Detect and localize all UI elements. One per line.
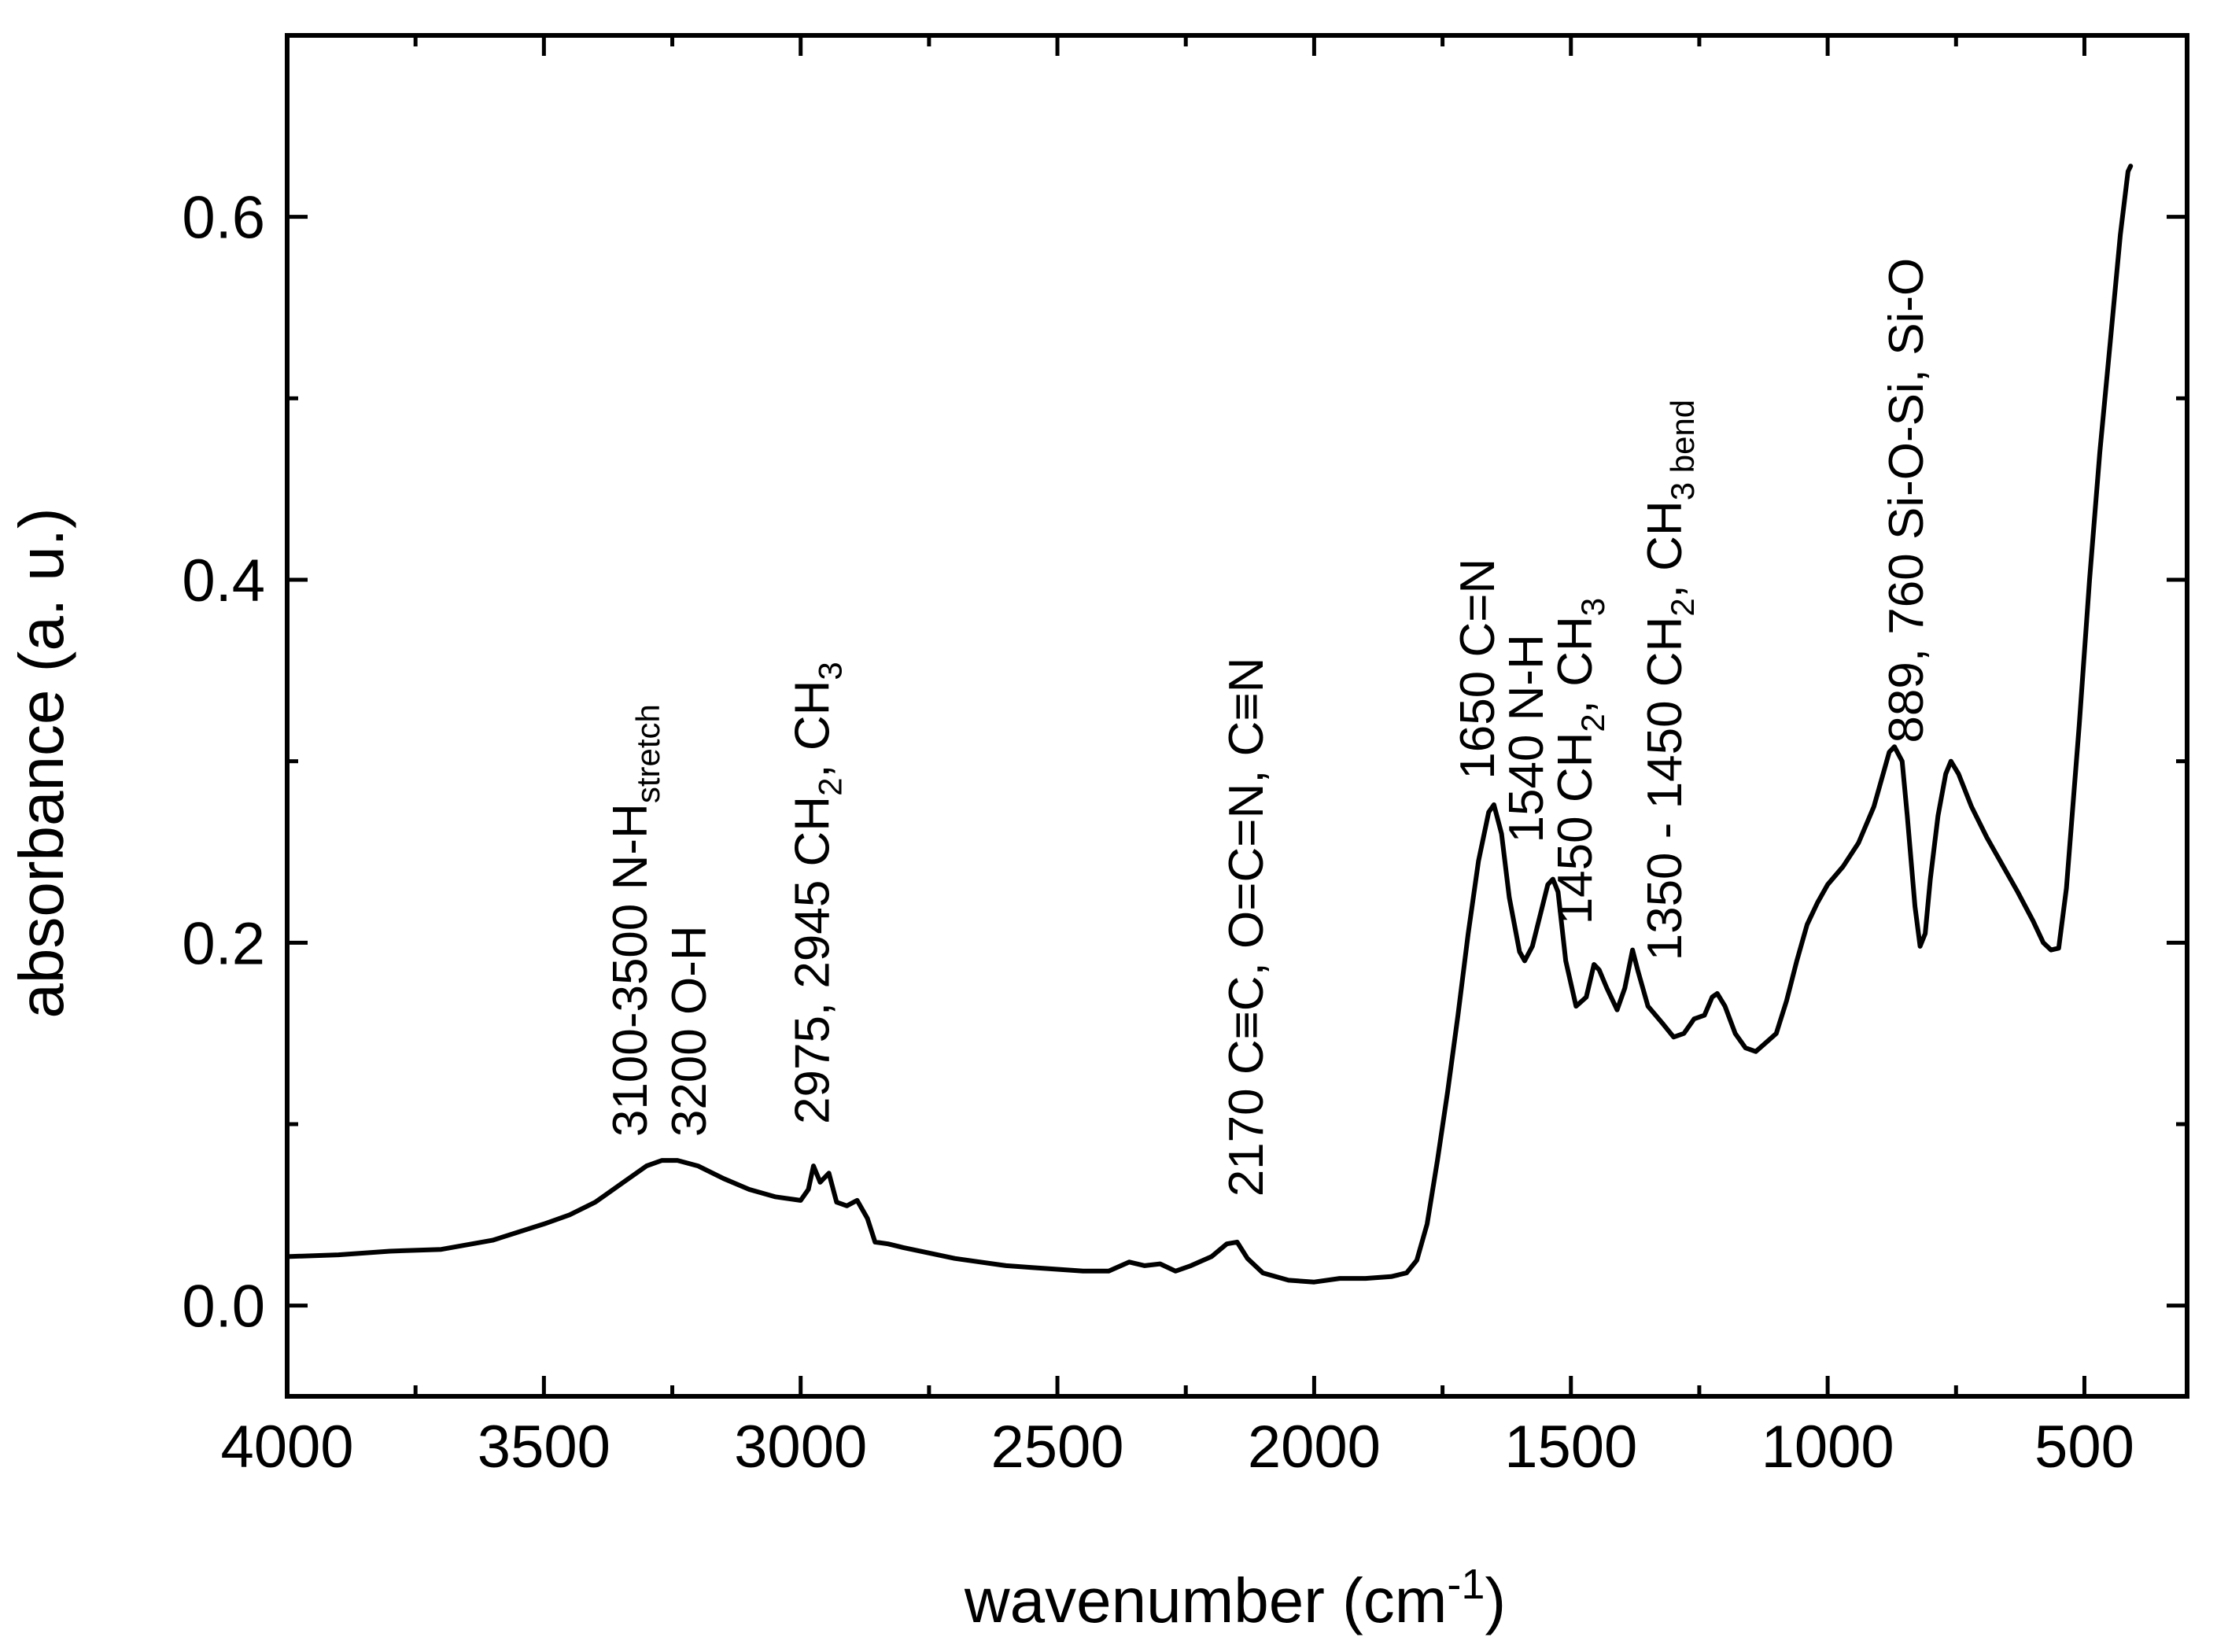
absorbance-spectrum-line bbox=[285, 164, 2134, 1285]
annotation-subscript: 2 bbox=[1574, 714, 1611, 732]
peak-annotation-a1: 3100-3500 N-Hstretch bbox=[603, 704, 666, 1137]
x-tick-label: 2500 bbox=[991, 1414, 1124, 1481]
annotation-text-continued: , CH bbox=[786, 680, 840, 778]
peak-annotation-a3: 2975, 2945 CH2, CH3 bbox=[786, 662, 849, 1124]
peak-annotation-a6: 1540 N-H bbox=[1500, 634, 1554, 843]
axis-ticks bbox=[285, 35, 2187, 1396]
annotation-text: 1450 CH bbox=[1548, 732, 1603, 925]
annotation-text: 2170 C≡C, O=C=N, C≡N bbox=[1219, 658, 1274, 1197]
x-axis-title-main: wavenumber (cm bbox=[964, 1565, 1448, 1635]
plot-area-border bbox=[285, 33, 2189, 1399]
annotation-subscript: 3 bbox=[812, 662, 849, 680]
peak-annotation-a8: 1350 - 1450 CH2, CH3 bend bbox=[1638, 400, 1701, 961]
annotation-text: 2975, 2945 CH bbox=[786, 796, 840, 1124]
annotation-text: 1540 N-H bbox=[1500, 634, 1554, 843]
annotation-subscript: 2 bbox=[812, 778, 849, 796]
y-tick-label: 0.6 bbox=[182, 185, 265, 252]
annotation-text: 889, 760 Si-O-Si, Si-O bbox=[1879, 258, 1934, 743]
x-tick-label: 2000 bbox=[1248, 1414, 1381, 1481]
annotation-subscript: 3 bbox=[1574, 598, 1611, 616]
x-tick-label: 500 bbox=[2034, 1414, 2134, 1481]
plot-frame bbox=[285, 33, 2189, 1399]
annotation-text: 3200 O-H bbox=[662, 925, 717, 1137]
x-tick-label: 3000 bbox=[734, 1414, 867, 1481]
peak-annotation-a9: 889, 760 Si-O-Si, Si-O bbox=[1879, 258, 1934, 743]
annotation-text-continued: , CH bbox=[1638, 500, 1692, 598]
y-tick-label: 0.0 bbox=[182, 1274, 265, 1340]
annotation-subscript: stretch bbox=[629, 704, 666, 803]
x-tick-label: 4000 bbox=[220, 1414, 353, 1481]
annotation-subscript: 2 bbox=[1664, 598, 1701, 616]
annotation-text: 1350 - 1450 CH bbox=[1638, 617, 1692, 961]
x-axis-title-suffix: ) bbox=[1485, 1565, 1506, 1635]
y-axis-title: absorbance (a. u.) bbox=[6, 507, 76, 1018]
x-axis-title-superscript: -1 bbox=[1447, 1561, 1485, 1608]
x-axis-title: wavenumber (cm-1) bbox=[964, 1561, 1506, 1635]
x-tick-label: 1500 bbox=[1504, 1414, 1637, 1481]
annotation-text: 1650 C=N bbox=[1451, 559, 1505, 780]
axis-tick-labels: 4000 3500 3000 2500 2000 1500 1000 500 0.0 0.2 0.4… bbox=[182, 185, 2134, 1481]
y-tick-label: 0.2 bbox=[182, 910, 265, 977]
annotation-subscript: 3 bend bbox=[1664, 400, 1701, 500]
peak-annotation-a7: 1450 CH2, CH3 bbox=[1548, 598, 1611, 924]
peak-annotation-a2: 3200 O-H bbox=[662, 925, 717, 1137]
x-tick-label: 1000 bbox=[1761, 1414, 1894, 1481]
peak-annotation-a4: 2170 C≡C, O=C=N, C≡N bbox=[1219, 658, 1274, 1197]
series-layer bbox=[285, 164, 2134, 1285]
x-tick-label: 3500 bbox=[478, 1414, 611, 1481]
y-tick-label: 0.4 bbox=[182, 548, 265, 614]
peak-annotation-a5: 1650 C=N bbox=[1451, 559, 1505, 780]
annotation-text-continued: , CH bbox=[1548, 616, 1603, 714]
annotation-text: 3100-3500 N-H bbox=[603, 803, 658, 1137]
